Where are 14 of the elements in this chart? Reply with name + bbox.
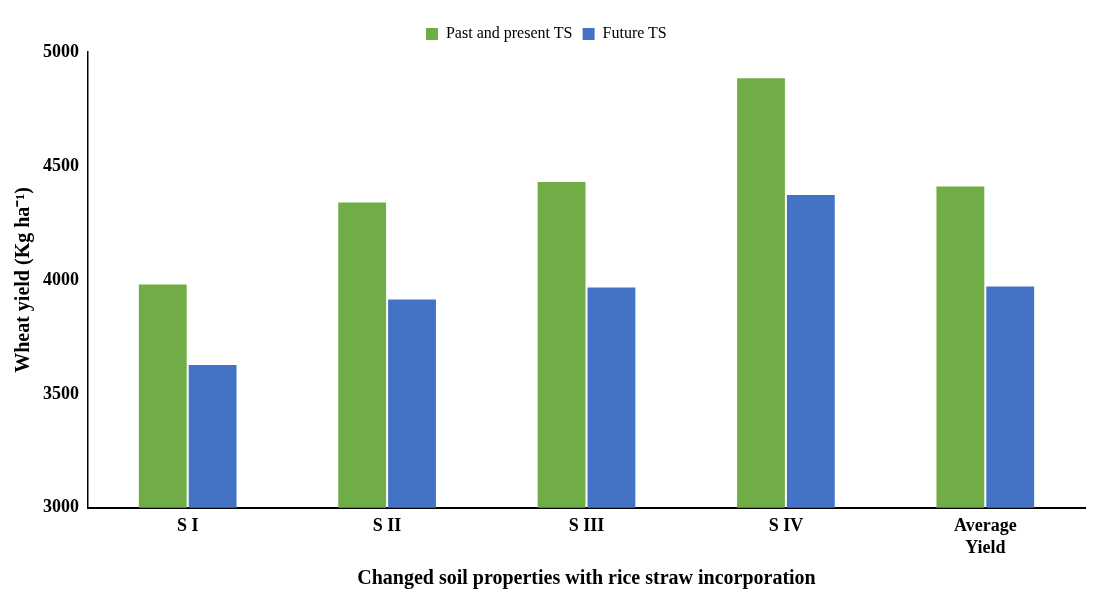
legend-label: Past and present TS bbox=[445, 24, 573, 43]
y-tick-label: 5000 bbox=[43, 40, 79, 61]
x-tick-label: S II bbox=[372, 515, 402, 536]
x-axis-title: Changed soil properties with rice straw incorporation bbox=[357, 566, 816, 590]
y-tick-label: 4500 bbox=[43, 154, 79, 175]
y-tick-label: 3000 bbox=[43, 496, 79, 517]
x-tick-label: S III bbox=[568, 515, 605, 536]
y-tick-label: 4000 bbox=[43, 268, 79, 289]
x-tick-label: Average Yield bbox=[953, 515, 1017, 557]
y-tick-label: 3500 bbox=[43, 382, 79, 403]
legend-label: Future TS bbox=[602, 24, 667, 42]
y-axis-title: Wheat yield (Kg ha⁻¹) bbox=[11, 187, 35, 373]
x-tick-label: S I bbox=[176, 515, 199, 536]
x-tick-label: S IV bbox=[768, 515, 804, 536]
